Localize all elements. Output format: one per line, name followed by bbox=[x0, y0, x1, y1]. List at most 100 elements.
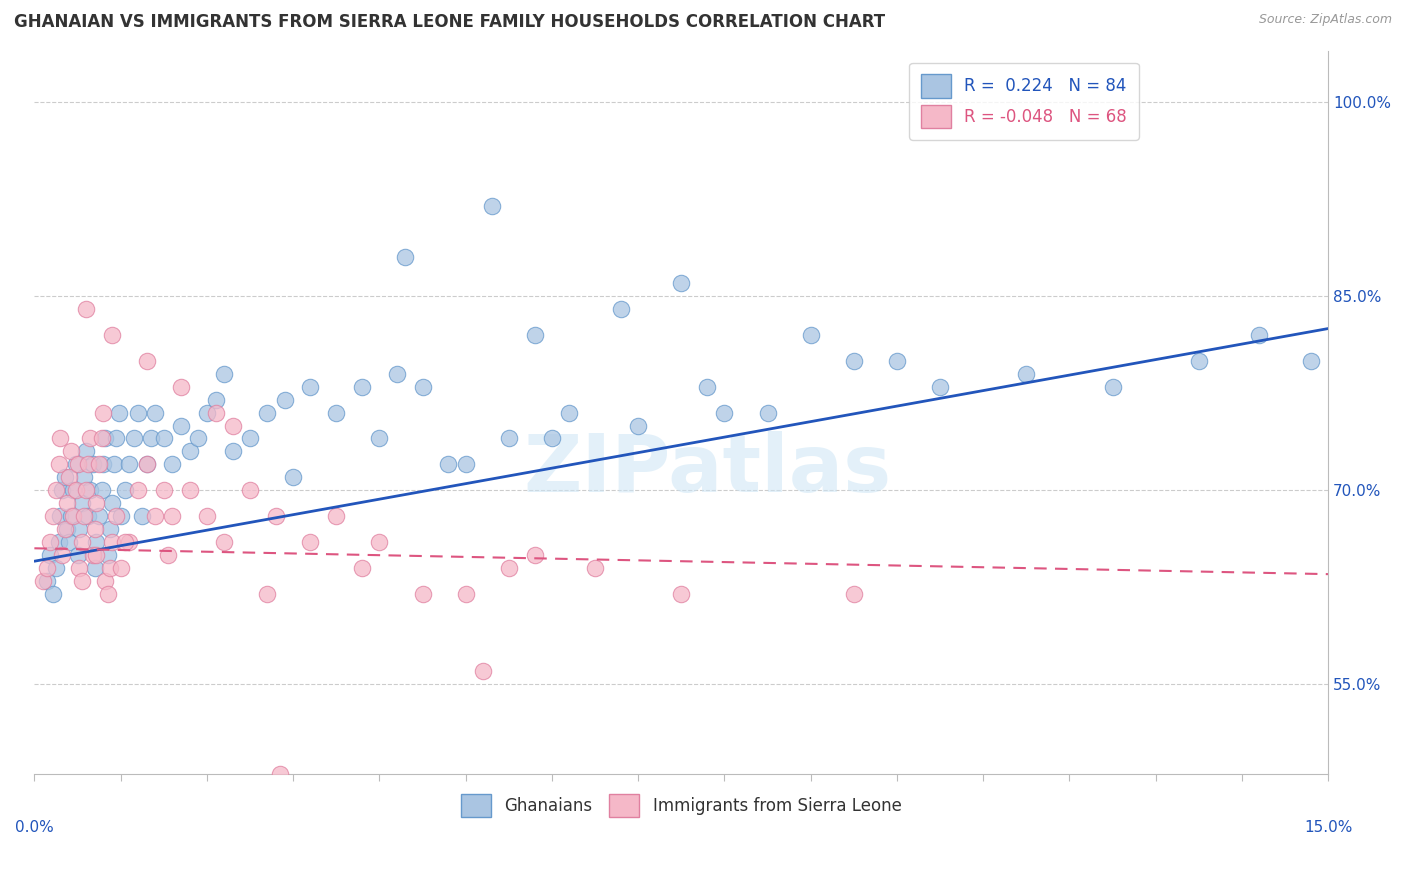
Point bbox=[204, 406, 226, 420]
Point bbox=[110, 560, 132, 574]
Point bbox=[76, 508, 98, 523]
Point bbox=[97, 548, 120, 562]
Point bbox=[256, 406, 278, 420]
Point bbox=[101, 328, 124, 343]
Point bbox=[1015, 367, 1038, 381]
Point bbox=[70, 496, 93, 510]
Text: 0.0%: 0.0% bbox=[15, 820, 53, 835]
Point bbox=[110, 508, 132, 523]
Point bbox=[170, 380, 193, 394]
Point bbox=[76, 457, 98, 471]
Point bbox=[583, 560, 606, 574]
Point bbox=[114, 483, 136, 497]
Point bbox=[352, 380, 374, 394]
Point bbox=[42, 586, 65, 600]
Point bbox=[108, 406, 131, 420]
Point bbox=[82, 548, 104, 562]
Point bbox=[94, 574, 117, 588]
Point bbox=[62, 508, 84, 523]
Point bbox=[162, 457, 184, 471]
Point bbox=[299, 534, 322, 549]
Point bbox=[281, 470, 304, 484]
Point bbox=[32, 574, 55, 588]
Point bbox=[122, 432, 145, 446]
Point bbox=[48, 534, 70, 549]
Point bbox=[273, 392, 295, 407]
Point bbox=[87, 508, 110, 523]
Point bbox=[541, 432, 564, 446]
Point bbox=[38, 548, 60, 562]
Point bbox=[212, 367, 235, 381]
Point bbox=[1249, 328, 1271, 343]
Point bbox=[49, 432, 72, 446]
Point bbox=[105, 432, 128, 446]
Point bbox=[86, 548, 108, 562]
Point bbox=[523, 328, 546, 343]
Point bbox=[152, 483, 174, 497]
Point bbox=[38, 534, 60, 549]
Point bbox=[800, 328, 823, 343]
Point bbox=[82, 457, 104, 471]
Point bbox=[127, 406, 149, 420]
Point bbox=[58, 534, 80, 549]
Point bbox=[256, 586, 278, 600]
Point bbox=[83, 560, 105, 574]
Point bbox=[523, 548, 546, 562]
Point bbox=[325, 406, 347, 420]
Point bbox=[45, 483, 67, 497]
Text: ZIPatlas: ZIPatlas bbox=[523, 432, 891, 509]
Point bbox=[51, 483, 73, 497]
Point bbox=[498, 432, 520, 446]
Point bbox=[66, 457, 89, 471]
Point bbox=[70, 534, 93, 549]
Point bbox=[212, 534, 235, 549]
Point bbox=[53, 470, 76, 484]
Point bbox=[75, 302, 97, 317]
Point bbox=[412, 380, 434, 394]
Point bbox=[454, 457, 477, 471]
Point bbox=[325, 508, 347, 523]
Point bbox=[75, 483, 97, 497]
Point bbox=[70, 574, 93, 588]
Point bbox=[179, 444, 201, 458]
Point bbox=[929, 380, 952, 394]
Point bbox=[53, 522, 76, 536]
Point bbox=[66, 548, 89, 562]
Point bbox=[412, 586, 434, 600]
Point bbox=[94, 432, 117, 446]
Point bbox=[51, 548, 73, 562]
Point bbox=[696, 380, 718, 394]
Text: Source: ZipAtlas.com: Source: ZipAtlas.com bbox=[1258, 13, 1392, 27]
Point bbox=[87, 457, 110, 471]
Point bbox=[83, 522, 105, 536]
Point bbox=[1101, 380, 1123, 394]
Point bbox=[886, 354, 908, 368]
Point bbox=[1188, 354, 1211, 368]
Point bbox=[368, 432, 391, 446]
Point bbox=[67, 560, 90, 574]
Point bbox=[627, 418, 650, 433]
Point bbox=[170, 418, 193, 433]
Point bbox=[437, 457, 460, 471]
Point bbox=[162, 508, 184, 523]
Point bbox=[394, 251, 416, 265]
Point bbox=[65, 457, 87, 471]
Point bbox=[269, 767, 291, 781]
Point bbox=[98, 522, 121, 536]
Text: 15.0%: 15.0% bbox=[1303, 820, 1353, 835]
Point bbox=[143, 508, 166, 523]
Point bbox=[135, 457, 157, 471]
Point bbox=[1299, 354, 1322, 368]
Point bbox=[37, 560, 59, 574]
Point bbox=[299, 380, 322, 394]
Point bbox=[59, 444, 82, 458]
Point bbox=[56, 522, 79, 536]
Point bbox=[58, 470, 80, 484]
Point bbox=[73, 470, 96, 484]
Point bbox=[45, 560, 67, 574]
Point bbox=[73, 508, 96, 523]
Point bbox=[842, 354, 865, 368]
Point bbox=[195, 406, 218, 420]
Point bbox=[90, 432, 112, 446]
Point bbox=[481, 199, 503, 213]
